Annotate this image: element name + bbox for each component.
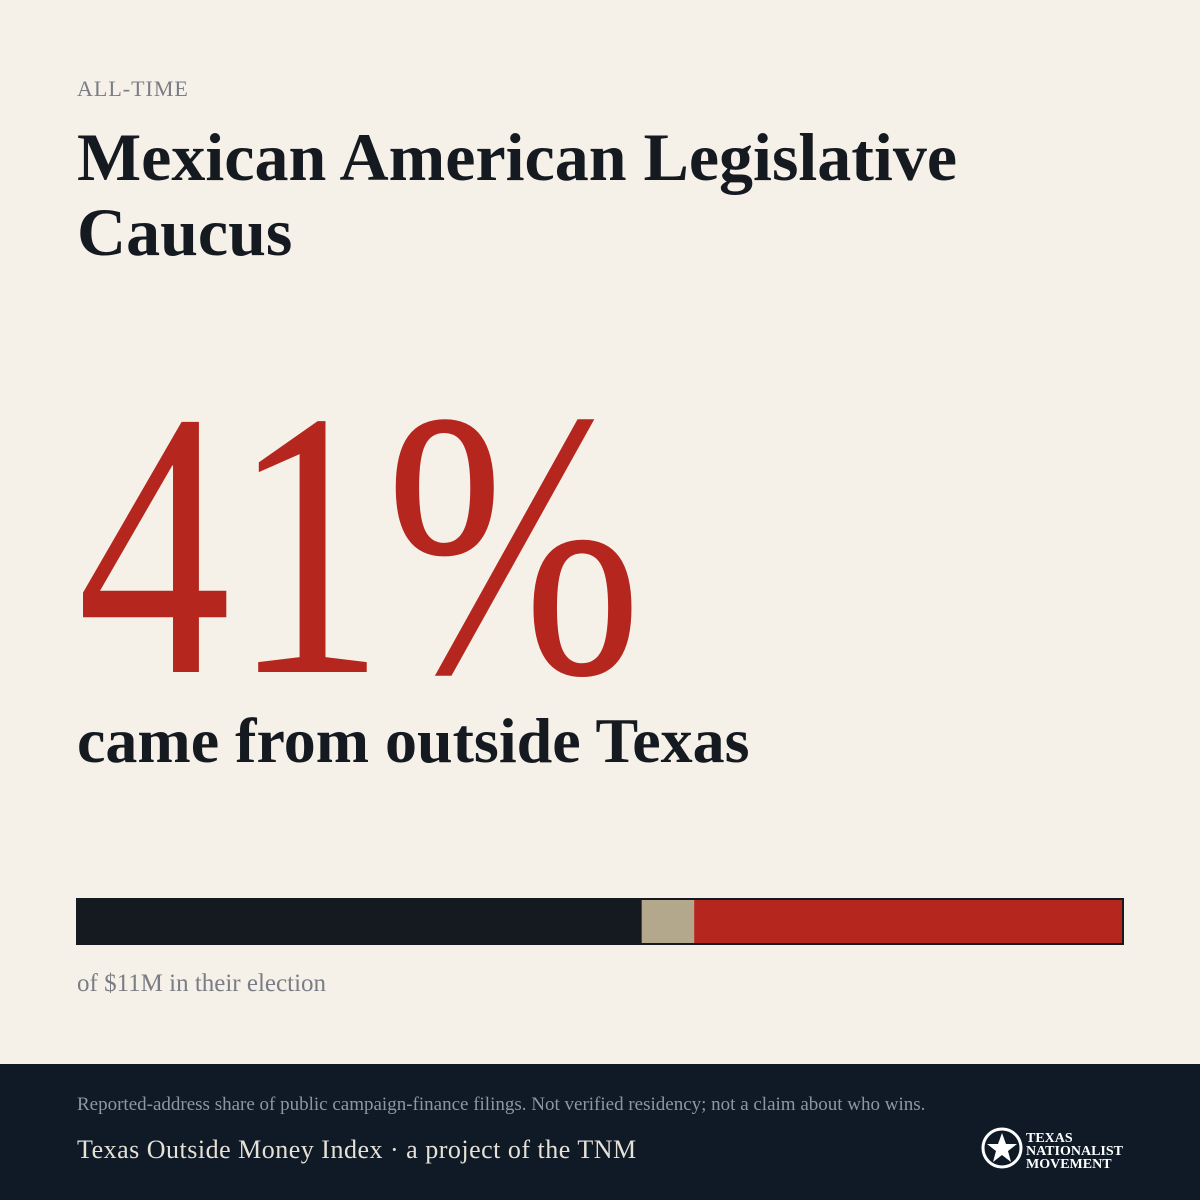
logo-text: NATIONALIST <box>1026 1144 1124 1159</box>
big-figure: 41% <box>77 334 642 755</box>
bar-segment <box>77 899 642 944</box>
bar-segment <box>641 899 695 944</box>
logo-text: TEXAS <box>1026 1131 1073 1146</box>
eyebrow: ALL-TIME <box>77 76 189 101</box>
footer-credit: Texas Outside Money Index · a project of… <box>77 1135 637 1164</box>
logo-text: MOVEMENT <box>1026 1157 1112 1172</box>
footer-note: Reported-address share of public campaig… <box>77 1094 925 1115</box>
title-line: Caucus <box>77 194 292 270</box>
share-bar <box>77 899 1123 944</box>
logo-star <box>987 1133 1017 1162</box>
title-line: Mexican American Legislative <box>77 119 957 195</box>
logo: TEXAS NATIONALIST MOVEMENT <box>981 1127 1124 1172</box>
logo-ring <box>981 1127 1023 1169</box>
bar-frame <box>76 898 1124 945</box>
footer <box>0 1064 1200 1200</box>
caption: of $11M in their election <box>77 970 327 997</box>
headline-sub: came from outside Texas <box>77 705 750 776</box>
bar-segment <box>694 899 1123 944</box>
